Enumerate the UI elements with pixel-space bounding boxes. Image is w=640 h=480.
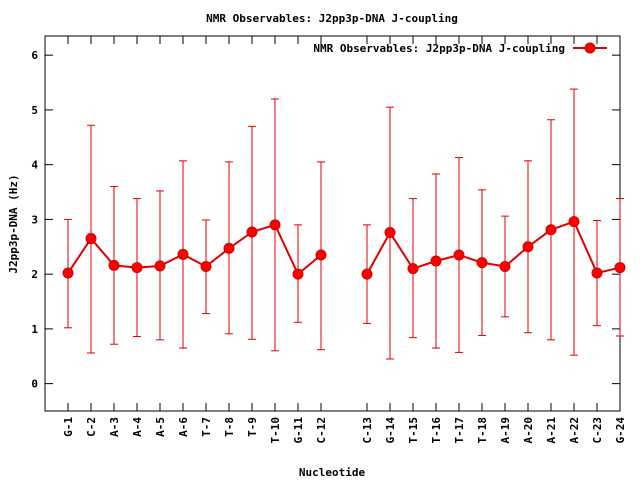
x-tick-label: A-4 (131, 417, 144, 437)
data-point (131, 262, 143, 274)
plot-frame (44, 35, 621, 412)
data-point (430, 255, 442, 267)
data-point (292, 268, 304, 280)
x-tick-label: A-3 (108, 417, 121, 437)
y-tick-label: 2 (31, 268, 38, 281)
data-point (177, 248, 189, 260)
data-point (361, 268, 373, 280)
data-point (62, 267, 74, 279)
x-tick-label: T-7 (200, 417, 213, 437)
x-tick-label: G-11 (292, 417, 305, 444)
y-tick-label: 3 (31, 213, 38, 226)
data-point (200, 260, 212, 272)
data-point (614, 262, 626, 274)
x-tick-label: C-13 (361, 417, 374, 444)
x-axis-label: Nucleotide (299, 466, 366, 479)
x-tick-label: A-22 (568, 417, 581, 444)
data-point (522, 241, 534, 253)
data-point (223, 242, 235, 254)
x-tick-label: A-6 (177, 417, 190, 437)
series-line (67, 223, 322, 276)
data-point (108, 259, 120, 271)
x-tick-label: G-1 (62, 417, 75, 437)
y-axis-label: J2pp3p-DNA (Hz) (7, 174, 20, 273)
legend: NMR Observables: J2pp3p-DNA J-coupling (313, 42, 607, 55)
x-tick-label: T-8 (223, 417, 236, 437)
data-point (269, 219, 281, 231)
data-point (407, 263, 419, 275)
data-point (545, 224, 557, 236)
series-line (366, 220, 621, 275)
x-tick-label: A-21 (545, 417, 558, 444)
x-tick-label: T-17 (453, 417, 466, 444)
x-tick-label: A-5 (154, 417, 167, 437)
x-tick-label: G-14 (384, 417, 397, 444)
y-axis: 0 1 2 3 4 5 6 (31, 49, 620, 391)
y-tick-label: 0 (31, 378, 38, 391)
x-tick-label: T-15 (407, 417, 420, 444)
x-tick-label: T-10 (269, 417, 282, 444)
series (62, 88, 626, 360)
x-tick-label: A-20 (522, 417, 535, 444)
legend-marker (584, 42, 596, 54)
data-point (476, 257, 488, 269)
x-tick-label: C-2 (85, 417, 98, 437)
data-point (315, 249, 327, 261)
y-tick-label: 6 (31, 49, 38, 62)
x-tick-label: A-19 (499, 417, 512, 444)
y-tick-label: 1 (31, 323, 38, 336)
x-tick-label: G-24 (614, 417, 627, 444)
legend-label: NMR Observables: J2pp3p-DNA J-coupling (313, 42, 565, 55)
x-tick-label: C-23 (591, 417, 604, 444)
data-point (591, 267, 603, 279)
x-tick-label: T-18 (476, 417, 489, 444)
data-point (384, 227, 396, 239)
data-point (499, 260, 511, 272)
y-tick-label: 4 (31, 159, 38, 172)
data-point (453, 249, 465, 261)
data-point (568, 216, 580, 228)
x-tick-label: T-16 (430, 417, 443, 444)
y-tick-label: 5 (31, 104, 38, 117)
x-tick-label: C-12 (315, 417, 328, 444)
x-tick-label: T-9 (246, 417, 259, 437)
chart-title: NMR Observables: J2pp3p-DNA J-coupling (206, 12, 458, 25)
data-point (246, 226, 258, 238)
data-point (85, 233, 97, 245)
x-axis: G-1 C-2 A-3 A-4 A-5 A-6 T-7 T-8 T-9 T-10 G-11 C-12 C… (62, 36, 627, 444)
data-point (154, 260, 166, 272)
